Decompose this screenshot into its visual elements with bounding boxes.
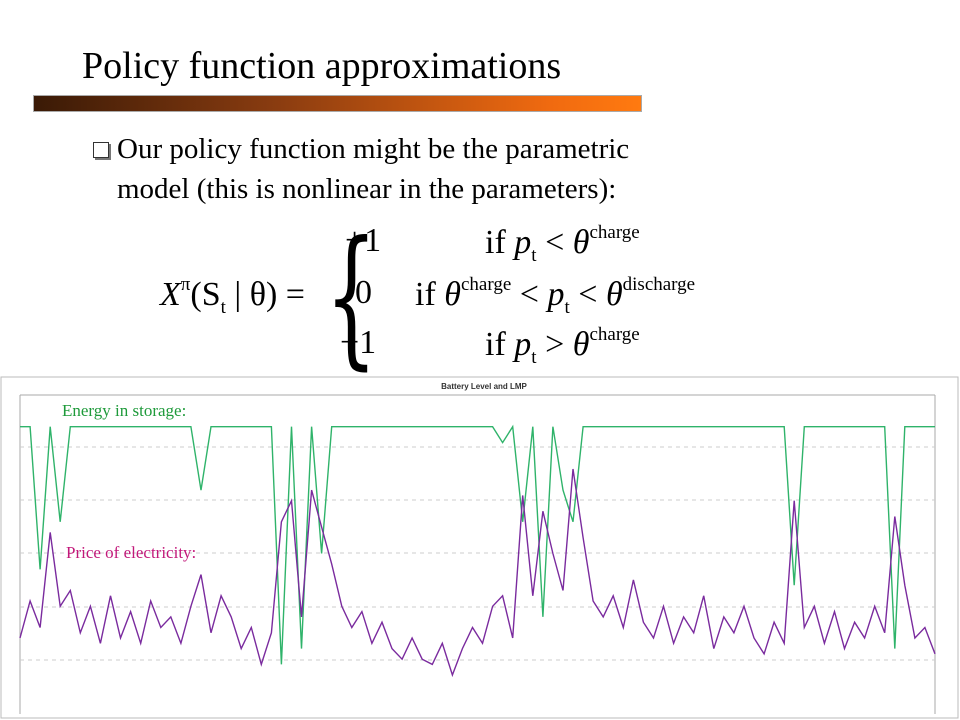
f-token: if xyxy=(485,326,506,363)
f-token: θ xyxy=(572,224,590,261)
bullet-box xyxy=(93,142,109,158)
case-value: 0 xyxy=(355,274,372,311)
f-token: p xyxy=(514,326,532,363)
f-token: charge xyxy=(460,274,512,295)
f-token: discharge xyxy=(622,274,696,295)
f-token: θ xyxy=(444,276,461,313)
f-token: θ xyxy=(605,276,623,313)
f-token: π xyxy=(180,274,191,295)
bullet-line: Our policy function might be the paramet… xyxy=(117,133,630,165)
series-line xyxy=(20,424,935,665)
f-token: if xyxy=(485,224,506,261)
grid xyxy=(20,446,935,661)
f-token: X xyxy=(160,276,181,313)
f-token: t xyxy=(220,297,226,318)
formula-lhs: Xπ(St | θ) = xyxy=(160,274,305,319)
bullet-line: model (this is nonlinear in the paramete… xyxy=(117,173,617,205)
f-token: | θ) = xyxy=(225,276,305,313)
f-token: θ xyxy=(572,326,590,363)
f-token: t xyxy=(531,347,537,368)
case-condition: if θcharge < pt < θdischarge xyxy=(415,274,695,319)
f-token: p xyxy=(514,224,532,261)
case-value: +1 xyxy=(345,222,382,259)
series-label: Price of electricity: xyxy=(66,543,196,562)
f-token: < xyxy=(519,276,539,313)
title-bar xyxy=(33,95,642,112)
slide-title: Policy function approximations xyxy=(82,45,562,87)
f-token: < xyxy=(578,276,598,313)
case-value: −1 xyxy=(340,324,377,361)
f-token: (S xyxy=(190,276,221,313)
chart-title: Battery Level and LMP xyxy=(441,382,527,391)
f-token: charge xyxy=(589,324,640,345)
f-token: t xyxy=(531,245,537,266)
f-token: < xyxy=(545,224,565,261)
series-label: Energy in storage: xyxy=(62,401,186,420)
chart: Battery Level and LMP Energy in storage:… xyxy=(0,376,959,719)
f-token: > xyxy=(545,326,565,363)
case-condition: if pt > θcharge xyxy=(485,324,640,369)
f-token: if xyxy=(415,276,436,313)
brace: { xyxy=(325,210,378,384)
f-token: p xyxy=(547,276,565,313)
series-line xyxy=(19,468,936,678)
f-token: t xyxy=(564,297,570,318)
case-condition: if pt < θcharge xyxy=(485,222,640,267)
f-token: charge xyxy=(589,222,640,243)
